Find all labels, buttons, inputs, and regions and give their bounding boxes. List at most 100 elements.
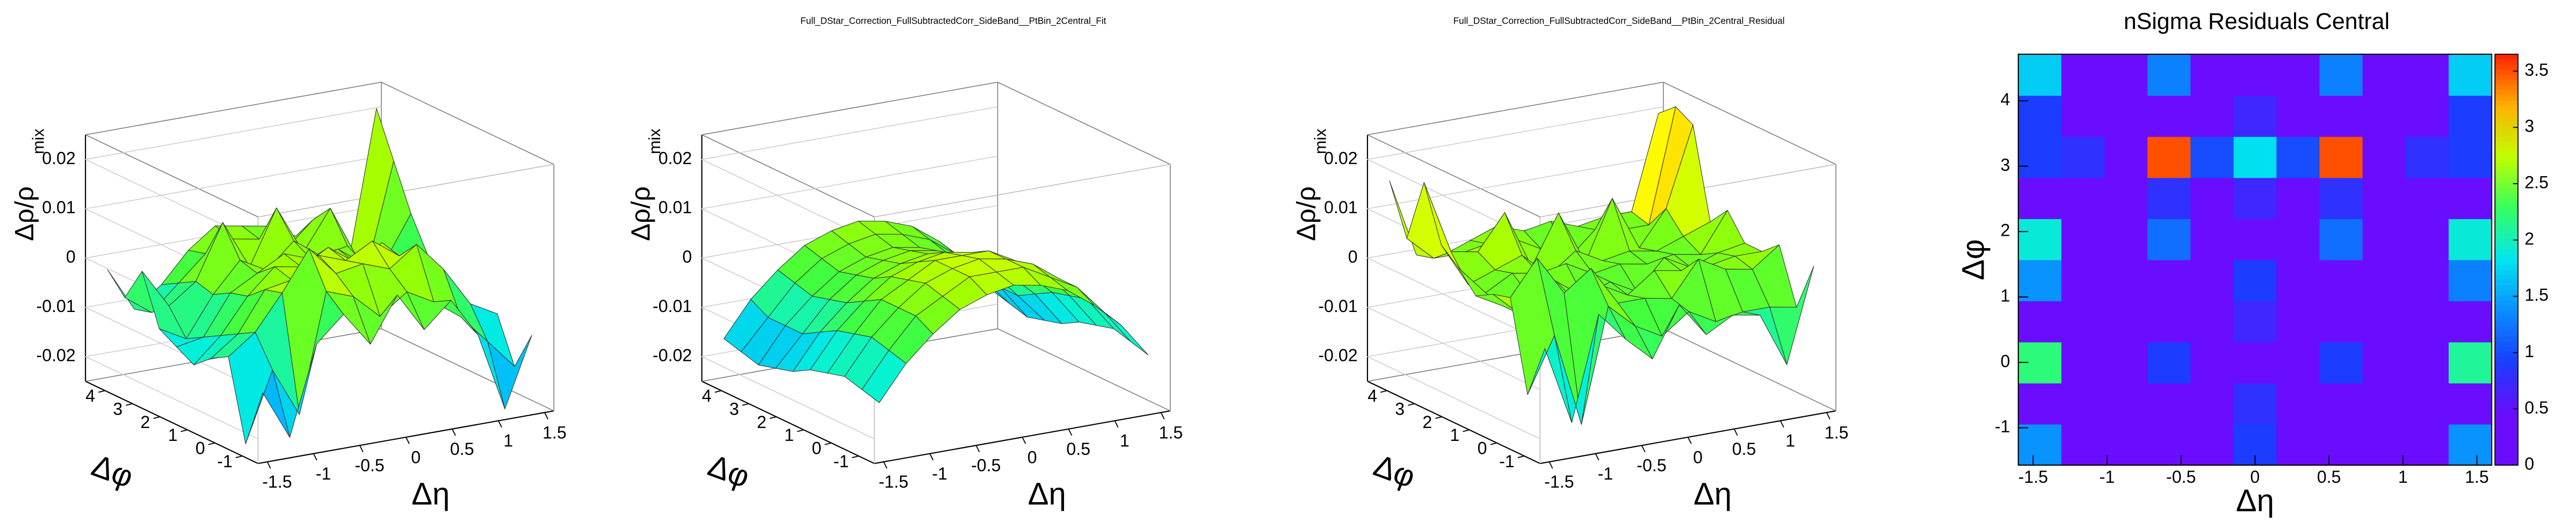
y-tick	[714, 390, 722, 393]
colorbar-band	[2495, 183, 2518, 189]
colorbar-band	[2495, 239, 2518, 245]
y-tick	[742, 403, 749, 406]
z-axis-title: Δρ/ρ	[10, 186, 39, 241]
heatmap-cell	[2362, 383, 2406, 425]
x-tick	[406, 437, 410, 444]
heatmap-cell	[2018, 424, 2062, 466]
y-tick	[98, 390, 105, 393]
z-tick-label: 0	[66, 247, 76, 266]
y-tick-label: 1	[168, 425, 178, 445]
heatmap-cell	[2405, 424, 2449, 466]
heatmap-cell	[2448, 54, 2492, 96]
x-tick	[1826, 412, 1830, 419]
y-tick	[852, 455, 859, 459]
z-tick-label: -0.02	[653, 346, 692, 365]
colorbar-band	[2495, 337, 2518, 343]
y-tick	[208, 442, 215, 445]
x-tick	[929, 453, 934, 461]
heatmap-cell	[2190, 424, 2234, 466]
box-edge	[85, 134, 258, 218]
heatmap-cell	[2061, 136, 2105, 178]
heatmap-cell	[2362, 301, 2406, 343]
z-tick-label: -0.01	[653, 296, 692, 316]
colorbar-band	[2495, 342, 2518, 348]
colorbar-band	[2495, 352, 2518, 358]
x-tick-label: 1	[503, 431, 513, 451]
colorbar-tick-label: 0.5	[2524, 398, 2549, 417]
box-edge	[1663, 328, 1836, 411]
colorbar-band	[2495, 105, 2518, 112]
x-tick-label: 1.5	[2465, 467, 2489, 487]
colorbar-band	[2495, 115, 2518, 122]
heatmap-cell	[2362, 259, 2406, 302]
x-tick-label: -1	[932, 464, 947, 483]
colorbar-band	[2495, 249, 2518, 255]
heatmap-cell	[2405, 259, 2449, 302]
colorbar-band	[2495, 79, 2518, 86]
y-tick-label: 2	[2001, 221, 2010, 240]
colorbar-band	[2495, 223, 2518, 230]
heatmap-cell	[2190, 95, 2234, 137]
colorbar-band	[2495, 367, 2518, 373]
heatmap-cell	[2147, 342, 2191, 383]
y-tick-label: 1	[2001, 286, 2010, 306]
z-axis-title-subscript: mix	[30, 128, 48, 154]
colorbar-band	[2495, 131, 2518, 137]
colorbar-band	[2495, 90, 2518, 96]
heatmap-cell	[2448, 177, 2492, 219]
colorbar-band	[2495, 403, 2518, 409]
z-tick-label: 0.01	[1324, 198, 1358, 217]
x-tick-label: -1.5	[879, 472, 908, 491]
heatmap-cell	[2147, 177, 2191, 219]
heatmap-cell	[2362, 136, 2406, 178]
z-tick-label: 0.01	[42, 198, 76, 217]
surface-cell	[1527, 335, 1572, 423]
heatmap-cell	[2147, 219, 2191, 260]
x-tick	[1687, 437, 1692, 444]
z-tick-label: -0.01	[1318, 296, 1357, 316]
box-edge	[1367, 328, 1663, 382]
colorbar-band	[2495, 59, 2518, 66]
colorbar-band	[2495, 362, 2518, 368]
heatmap-cell	[2233, 301, 2277, 343]
heatmap-cell	[2147, 383, 2191, 425]
x-axis-title: Δη	[1028, 477, 1066, 512]
heatmap-cell	[2319, 95, 2363, 137]
colorbar-band	[2495, 321, 2518, 327]
colorbar-band	[2495, 408, 2518, 415]
y-axis-title: Δφ	[704, 448, 754, 495]
colorbar-band	[2495, 357, 2518, 363]
heatmap-cell	[2448, 424, 2492, 466]
z-tick-label: -0.01	[37, 296, 76, 316]
heatmap-cell	[2147, 301, 2191, 343]
z-tick-label: -0.02	[37, 346, 76, 365]
surface-panel: -0.02 -0.01 0 0.01 0.02 -1.5 -1 -0.5 0 0.5 1 1.5 -1 0…	[1292, 15, 1849, 511]
colorbar-band	[2495, 193, 2518, 199]
heatmap-cell	[2104, 259, 2148, 302]
y-tick	[1517, 455, 1525, 459]
heatmap-cell	[2147, 95, 2191, 137]
colorbar-band	[2495, 259, 2518, 266]
x-tick	[452, 429, 456, 436]
heatmap-cell	[2147, 54, 2191, 96]
colorbar-tick-label: 3	[2524, 117, 2534, 136]
z-axis-title-subscript: mix	[1311, 128, 1329, 154]
heatmap-cell	[2319, 342, 2363, 383]
y-tick-label: -1	[217, 452, 233, 471]
colorbar-band	[2495, 126, 2518, 132]
heatmap-cell	[2405, 383, 2449, 425]
chart-title: Full_DStar_Correction_FullSubtractedCorr…	[800, 15, 1106, 26]
heatmap-cell	[2104, 54, 2148, 96]
colorbar-band	[2495, 383, 2518, 389]
colorbar-band	[2495, 229, 2518, 235]
heatmap-cell	[2147, 259, 2191, 302]
colorbar-band	[2495, 444, 2518, 451]
heatmap-cell	[2319, 383, 2363, 425]
x-tick-label: 0	[411, 447, 421, 467]
colorbar-tick-label: 2.5	[2524, 173, 2549, 192]
box-edge	[1367, 82, 1663, 135]
heatmap-cell	[2405, 342, 2449, 383]
y-tick-label: 3	[1395, 399, 1405, 418]
heatmap-cell	[2061, 54, 2105, 96]
x-tick	[313, 453, 317, 461]
